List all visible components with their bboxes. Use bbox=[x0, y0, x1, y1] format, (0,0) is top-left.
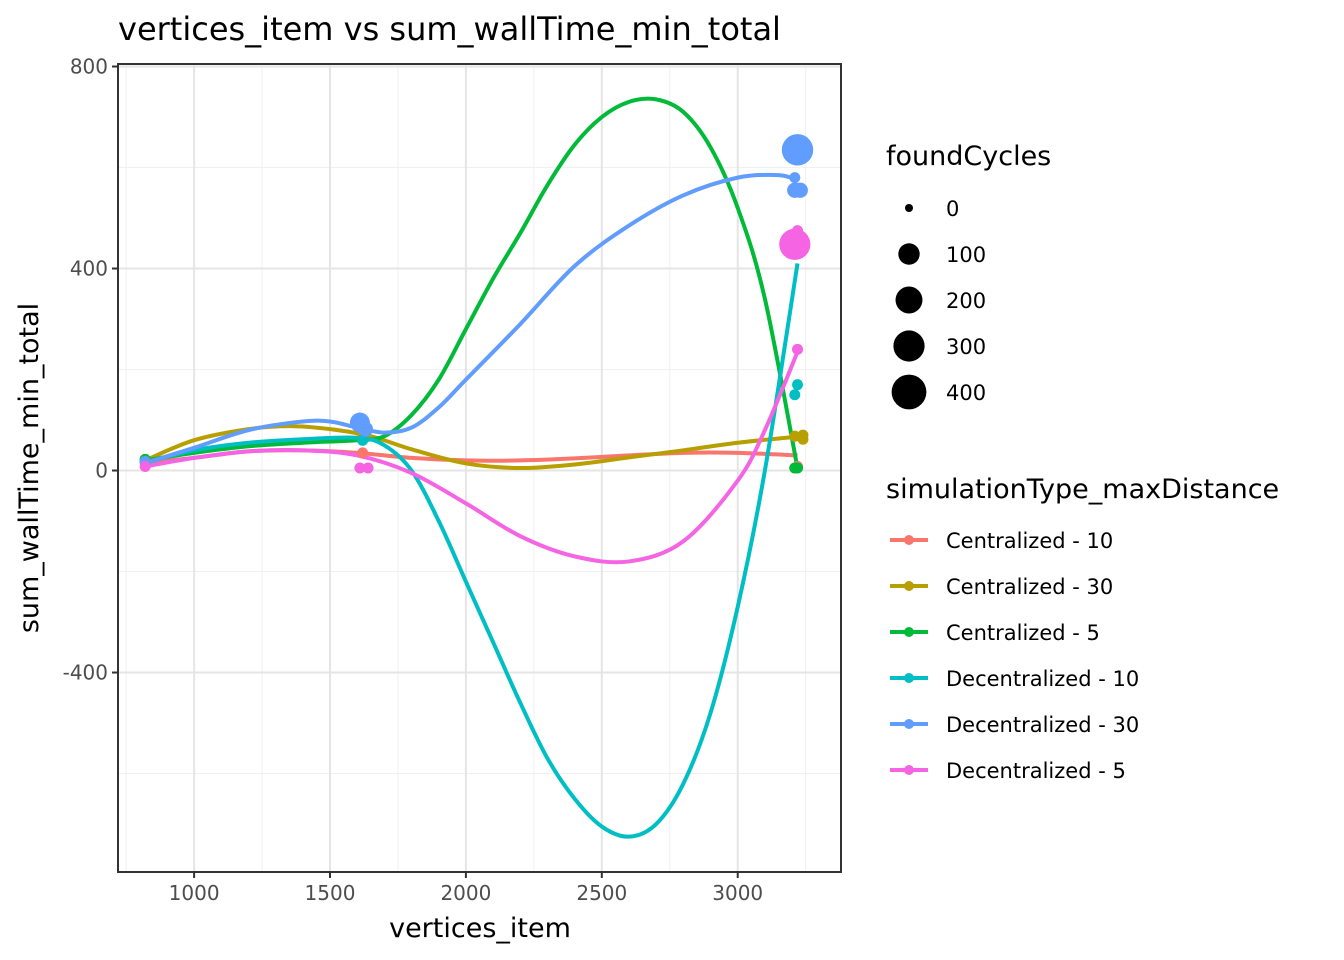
data-point-decentralized-10 bbox=[357, 434, 369, 446]
size-legend-label: 200 bbox=[946, 289, 986, 313]
size-legend-label: 0 bbox=[946, 197, 959, 221]
color-legend-point bbox=[904, 765, 914, 775]
size-legend-label: 300 bbox=[946, 335, 986, 359]
y-axis: -400 0 400 800 bbox=[63, 55, 118, 685]
color-legend-point bbox=[904, 535, 914, 545]
x-axis-title: vertices_item bbox=[389, 913, 571, 944]
chart-title: vertices_item vs sum_wallTime_min_total bbox=[118, 10, 781, 48]
x-axis: 1000 1500 2000 2500 3000 bbox=[169, 872, 763, 905]
color-legend-label: Centralized - 10 bbox=[946, 529, 1113, 553]
color-legend-title: simulationType_maxDistance bbox=[886, 474, 1279, 505]
color-legend-label: Centralized - 30 bbox=[946, 575, 1113, 599]
data-point-decentralized-5 bbox=[139, 460, 151, 472]
size-legend-label: 100 bbox=[946, 243, 986, 267]
color-legend: simulationType_maxDistance Centralized -… bbox=[886, 474, 1279, 783]
data-point-decentralized-5 bbox=[792, 225, 804, 237]
data-point-decentralized-10 bbox=[789, 389, 801, 401]
size-legend-key bbox=[905, 204, 913, 212]
x-tick-label: 2000 bbox=[440, 881, 491, 905]
y-axis-title: sum_wallTime_min_total bbox=[14, 303, 45, 633]
data-point-decentralized-30 bbox=[789, 172, 801, 184]
size-legend-key bbox=[895, 286, 923, 314]
data-point-decentralized-5 bbox=[792, 343, 804, 355]
x-tick-label: 2500 bbox=[576, 881, 627, 905]
color-legend-point bbox=[904, 581, 914, 591]
size-legend-label: 400 bbox=[946, 381, 986, 405]
smooth-line-centralized-5 bbox=[144, 96, 800, 469]
size-legend-key bbox=[898, 243, 920, 265]
data-point-decentralized-5 bbox=[362, 462, 374, 474]
plot-panel bbox=[118, 64, 841, 872]
grid-major bbox=[118, 64, 841, 872]
data-point-centralized-5 bbox=[792, 462, 804, 474]
smooth-line-decentralized-10 bbox=[144, 263, 800, 839]
color-legend-point bbox=[904, 673, 914, 683]
smooth-line-decentralized-5 bbox=[144, 351, 800, 565]
size-legend-key bbox=[893, 330, 925, 362]
y-tick-label: 800 bbox=[70, 55, 108, 79]
data-point-decentralized-30 bbox=[793, 142, 813, 161]
color-legend-point bbox=[904, 719, 914, 729]
data-point-decentralized-30 bbox=[357, 421, 374, 437]
size-legend-title: foundCycles bbox=[886, 141, 1051, 172]
smooth-lines bbox=[144, 96, 804, 839]
data-points bbox=[139, 134, 814, 474]
data-point-decentralized-5 bbox=[779, 228, 811, 260]
size-legend: foundCycles 0 100 200 300 400 bbox=[886, 141, 1051, 410]
data-point-decentralized-5 bbox=[354, 462, 366, 474]
x-tick-label: 1500 bbox=[305, 881, 356, 905]
y-tick-label: -400 bbox=[63, 661, 108, 685]
color-legend-label: Decentralized - 10 bbox=[946, 667, 1139, 691]
x-tick-label: 3000 bbox=[712, 881, 763, 905]
color-legend-label: Decentralized - 5 bbox=[946, 759, 1126, 783]
data-point-decentralized-10 bbox=[792, 379, 804, 391]
data-point-decentralized-30 bbox=[792, 182, 808, 198]
x-tick-label: 1000 bbox=[169, 881, 220, 905]
y-tick-label: 400 bbox=[70, 257, 108, 281]
color-legend-point bbox=[904, 627, 914, 637]
color-legend-label: Centralized - 5 bbox=[946, 621, 1100, 645]
data-point-centralized-30 bbox=[797, 429, 809, 441]
color-legend-label: Decentralized - 30 bbox=[946, 713, 1139, 737]
data-point-centralized-10 bbox=[357, 447, 369, 459]
smooth-line-decentralized-30 bbox=[144, 172, 799, 465]
plot-border bbox=[117, 63, 842, 873]
size-legend-key bbox=[891, 374, 927, 410]
y-tick-label: 0 bbox=[95, 459, 108, 483]
